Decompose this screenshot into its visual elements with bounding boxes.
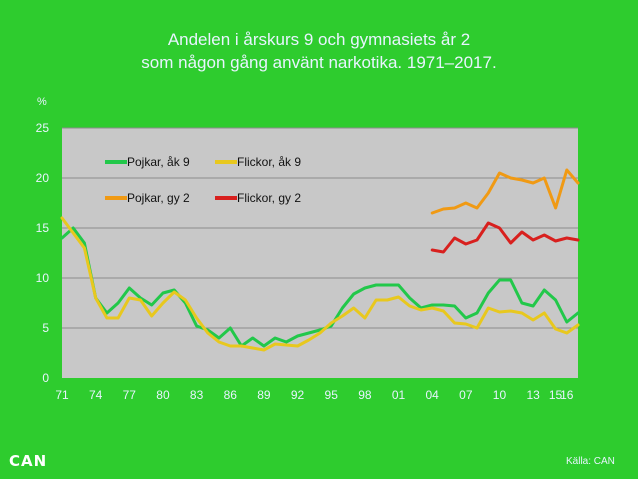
y-tick-label: 20 [36, 171, 50, 185]
x-tick-label: 01 [392, 388, 406, 402]
series-lines [60, 168, 580, 352]
legend-label-4: Flickor, gy 2 [237, 191, 301, 205]
y-tick-label: 0 [42, 371, 49, 385]
x-tick-label: 16 [560, 388, 574, 402]
x-tick-label: 98 [358, 388, 372, 402]
legend-label-3: Pojkar, gy 2 [127, 191, 190, 205]
x-tick-label: 10 [493, 388, 507, 402]
x-tick-label: 92 [291, 388, 305, 402]
x-tick-label: 04 [425, 388, 439, 402]
plot-area [62, 128, 578, 378]
legend: Pojkar, åk 9 Flickor, åk 9 Pojkar, gy 2 Fli… [105, 155, 301, 205]
x-tick-label: 80 [156, 388, 170, 402]
x-tick-label: 15 [549, 388, 563, 402]
y-axis-label: % [37, 96, 47, 108]
legend-label-2: Flickor, åk 9 [237, 155, 301, 169]
x-tick-label: 71 [55, 388, 69, 402]
series-line-3 [430, 168, 580, 215]
chart-title-line-2: som någon gång använt narkotika. 1971–20… [141, 53, 497, 72]
chart-title-line-1: Andelen i årskurs 9 och gymnasiets år 2 [167, 30, 471, 49]
y-tick-label: 15 [36, 221, 50, 235]
x-tick-label: 74 [89, 388, 103, 402]
series-line-2 [60, 216, 580, 352]
x-tick-label: 13 [526, 388, 540, 402]
x-tick-label: 07 [459, 388, 473, 402]
x-tick-label: 83 [190, 388, 204, 402]
source-note: Källa: CAN [566, 456, 615, 467]
y-tick-label: 5 [42, 321, 49, 335]
series-line-1 [60, 226, 580, 348]
x-tick-label: 89 [257, 388, 271, 402]
x-tick-label: 95 [325, 388, 339, 402]
x-tick-label: 77 [123, 388, 137, 402]
legend-label-1: Pojkar, åk 9 [127, 155, 190, 169]
y-tick-label: 10 [36, 271, 50, 285]
grid-lines [62, 127, 578, 329]
chart-title: Andelen i årskurs 9 och gymnasiets år 2 … [0, 28, 638, 74]
y-tick-label: 25 [36, 121, 50, 135]
x-tick-label: 86 [224, 388, 238, 402]
series-line-4 [430, 221, 580, 254]
can-logo: CAN [9, 452, 48, 470]
y-axis-ticks: 0 5 10 15 20 25 [36, 121, 50, 385]
